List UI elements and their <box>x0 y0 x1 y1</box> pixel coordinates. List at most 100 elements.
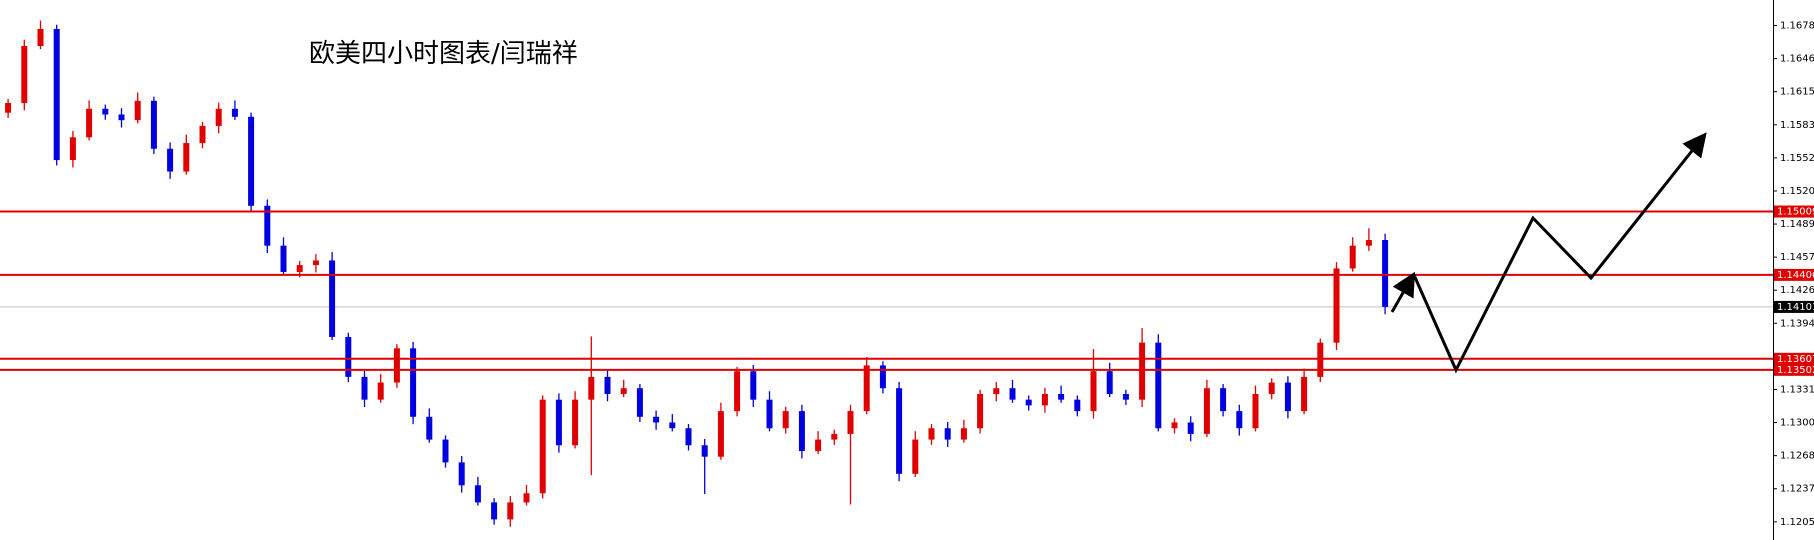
candle-body <box>1090 371 1097 412</box>
candle-body <box>1074 399 1081 412</box>
candle-body <box>572 399 579 446</box>
y-tick-label: 1.12370 <box>1780 484 1814 495</box>
level-label: 1.13502 <box>1777 365 1814 376</box>
candle-body <box>588 376 595 400</box>
y-tick-label: 1.13000 <box>1780 418 1814 429</box>
candle-body <box>507 502 514 520</box>
candle-body <box>1236 411 1243 429</box>
candle-body <box>669 422 676 429</box>
candle-body <box>1333 268 1340 343</box>
candle-body <box>150 100 157 149</box>
candle-body <box>134 100 141 121</box>
current-price-label-bg <box>1774 300 1814 313</box>
candle-body <box>734 371 741 412</box>
plot: 1.16780 1.16465 1.16150 1.15835 1.15520 1.152… <box>0 21 1814 528</box>
candle-body <box>977 393 984 429</box>
candle-body <box>1187 422 1194 434</box>
candle-body <box>345 336 352 377</box>
candle-body <box>118 114 125 121</box>
candle-body <box>37 28 44 47</box>
candle-body <box>53 28 60 161</box>
current-price-label: 1.14101 <box>1777 302 1814 313</box>
level-label-bg <box>1774 205 1814 218</box>
candle-body <box>879 365 886 389</box>
candle-body <box>750 371 757 400</box>
candle-body <box>815 439 822 452</box>
y-tick-label: 1.12685 <box>1780 451 1814 462</box>
candle-body <box>69 137 76 161</box>
candle-body <box>847 411 854 434</box>
candle-body <box>426 416 433 440</box>
candle-body <box>199 125 206 144</box>
level-label: 1.13607 <box>1777 354 1814 365</box>
candle-body <box>102 108 109 115</box>
candle-body <box>474 485 481 503</box>
candle-body <box>701 445 708 457</box>
candle-body <box>458 462 465 486</box>
candle-body <box>215 108 222 126</box>
level-label: 1.15009 <box>1777 207 1814 218</box>
candle-body <box>798 411 805 452</box>
candle-body <box>1106 371 1113 394</box>
candle-body <box>523 493 530 503</box>
candle-body <box>912 439 919 474</box>
y-tick-label: 1.14575 <box>1780 252 1814 263</box>
candle-body <box>831 433 838 440</box>
candle-body <box>1203 388 1210 434</box>
candle-body <box>604 376 611 394</box>
y-tick-label: 1.16150 <box>1780 87 1814 98</box>
y-tick-label: 1.15835 <box>1780 120 1814 131</box>
candle-body <box>377 382 384 400</box>
y-tick-label: 1.16465 <box>1780 54 1814 65</box>
y-tick-label: 1.15205 <box>1780 186 1814 197</box>
y-tick-label: 1.15520 <box>1780 153 1814 164</box>
candle-body <box>1268 382 1275 394</box>
candle-body <box>1284 382 1291 412</box>
candle-body <box>1058 393 1065 400</box>
candle-body <box>21 46 28 104</box>
candle-body <box>685 428 692 446</box>
candle-body <box>960 428 967 440</box>
candle-body <box>442 439 449 463</box>
candle-body <box>896 388 903 474</box>
candle-body <box>1122 393 1129 400</box>
chart-title: 欧美四小时图表/闫瑞祥 <box>309 39 578 69</box>
level-label-bg <box>1774 363 1814 376</box>
candle-body <box>1025 399 1032 406</box>
y-tick-label: 1.13945 <box>1780 318 1814 329</box>
candle-body <box>1171 422 1178 429</box>
candle-body <box>636 388 643 417</box>
candle-body <box>312 260 319 266</box>
candle-body <box>410 348 417 417</box>
candle-body <box>1009 388 1016 400</box>
candle-body <box>944 428 951 440</box>
candle-body <box>280 245 287 272</box>
y-tick-label: 1.12055 <box>1780 517 1814 528</box>
candle-body <box>555 399 562 446</box>
level-label-bg <box>1774 352 1814 365</box>
candle-body <box>167 148 174 172</box>
candle-body <box>1382 240 1389 307</box>
candle-body <box>1139 342 1146 400</box>
candle-body <box>1301 376 1308 412</box>
candle-body <box>782 411 789 429</box>
candle-body <box>766 399 773 429</box>
candle-body <box>1252 393 1259 429</box>
candle-body <box>1041 393 1048 406</box>
y-tick-label: 1.14260 <box>1780 285 1814 296</box>
y-tick-label: 1.14890 <box>1780 219 1814 230</box>
forecast-arrow <box>1390 271 1415 313</box>
candle-body <box>183 143 190 172</box>
candle-body <box>393 348 400 383</box>
candle-body <box>296 265 303 272</box>
candle-body <box>1155 342 1162 429</box>
candle-body <box>491 502 498 520</box>
candle-body <box>86 108 93 138</box>
candle-body <box>993 388 1000 394</box>
candle-body <box>329 260 336 337</box>
candle-body <box>653 416 660 423</box>
candle-body <box>361 376 368 400</box>
level-label-bg <box>1774 268 1814 281</box>
